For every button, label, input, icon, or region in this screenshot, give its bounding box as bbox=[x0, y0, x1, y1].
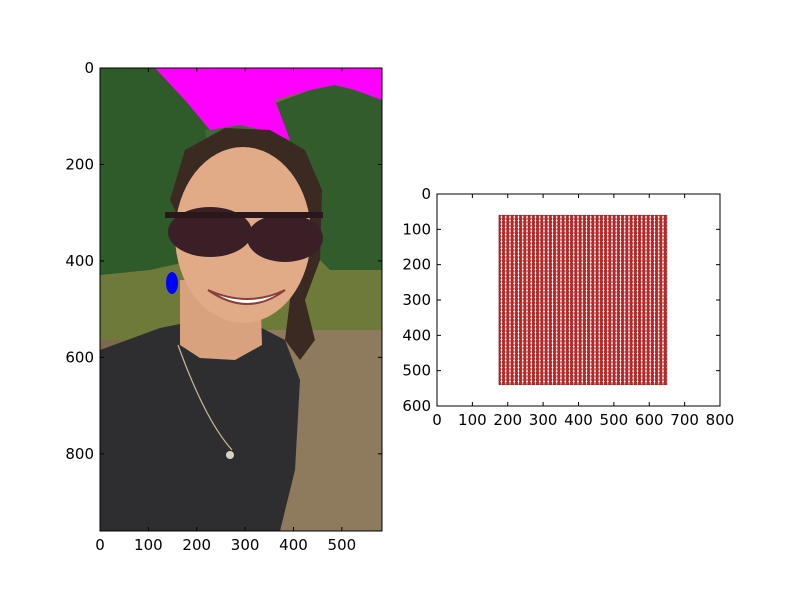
photo-x-tick-label: 400 bbox=[279, 536, 308, 554]
scatter-x-axis: 0 100 200 300 400 500 600 700 800 bbox=[432, 194, 734, 429]
photo-y-tick-label: 800 bbox=[65, 445, 94, 463]
photo-y-tick-label: 0 bbox=[84, 59, 94, 77]
scatter-x-tick-label: 0 bbox=[432, 411, 442, 429]
photo-x-tick-label: 0 bbox=[95, 536, 105, 554]
photo-axes-frame bbox=[99, 67, 383, 532]
scatter-x-tick-label: 200 bbox=[493, 411, 522, 429]
photo-x-tick-label: 500 bbox=[328, 536, 357, 554]
photo-x-tick-label: 300 bbox=[231, 536, 260, 554]
necklace bbox=[177, 344, 233, 451]
segment-blob bbox=[166, 272, 178, 294]
scatter-panel: 0 100 200 300 400 500 600 700 800 0 100 200 300 400 5… bbox=[402, 185, 734, 429]
photo-y-tick-label: 600 bbox=[65, 348, 94, 366]
scatter-y-tick-label: 0 bbox=[421, 185, 431, 203]
scatter-x-tick-label: 700 bbox=[670, 411, 699, 429]
photo-panel: 0 100 200 300 400 500 0 200 400 600 800 bbox=[65, 59, 383, 554]
scatter-x-tick-label: 500 bbox=[600, 411, 629, 429]
scatter-y-tick-label: 400 bbox=[402, 326, 431, 344]
pendant bbox=[226, 451, 234, 459]
photo-plot-area bbox=[100, 68, 382, 531]
scatter-y-tick-label: 200 bbox=[402, 256, 431, 274]
scatter-x-tick-label: 300 bbox=[529, 411, 558, 429]
sky-overlay bbox=[155, 68, 382, 140]
scatter-y-tick-label: 500 bbox=[402, 362, 431, 380]
smile bbox=[207, 289, 286, 305]
photo-x-tick-label: 100 bbox=[134, 536, 163, 554]
photo-x-axis: 0 100 200 300 400 500 bbox=[95, 68, 356, 554]
sunglasses bbox=[165, 207, 323, 262]
photo-y-tick-label: 200 bbox=[65, 155, 94, 173]
scatter-x-tick-label: 400 bbox=[564, 411, 593, 429]
person-shirt bbox=[100, 320, 300, 531]
photo-y-axis: 0 200 400 600 800 bbox=[65, 59, 382, 463]
scatter-x-tick-label: 100 bbox=[458, 411, 487, 429]
scatter-y-tick-label: 300 bbox=[402, 291, 431, 309]
scatter-y-axis: 0 100 200 300 400 500 600 bbox=[402, 185, 720, 415]
person-hair bbox=[170, 128, 322, 360]
scatter-y-tick-label: 600 bbox=[402, 397, 431, 415]
scatter-y-tick-label: 100 bbox=[402, 220, 431, 238]
scatter-points-area bbox=[498, 214, 668, 386]
scatter-x-tick-label: 800 bbox=[706, 411, 735, 429]
photo-y-tick-label: 400 bbox=[65, 252, 94, 270]
scatter-x-tick-label: 600 bbox=[635, 411, 664, 429]
photo-x-tick-label: 200 bbox=[182, 536, 211, 554]
